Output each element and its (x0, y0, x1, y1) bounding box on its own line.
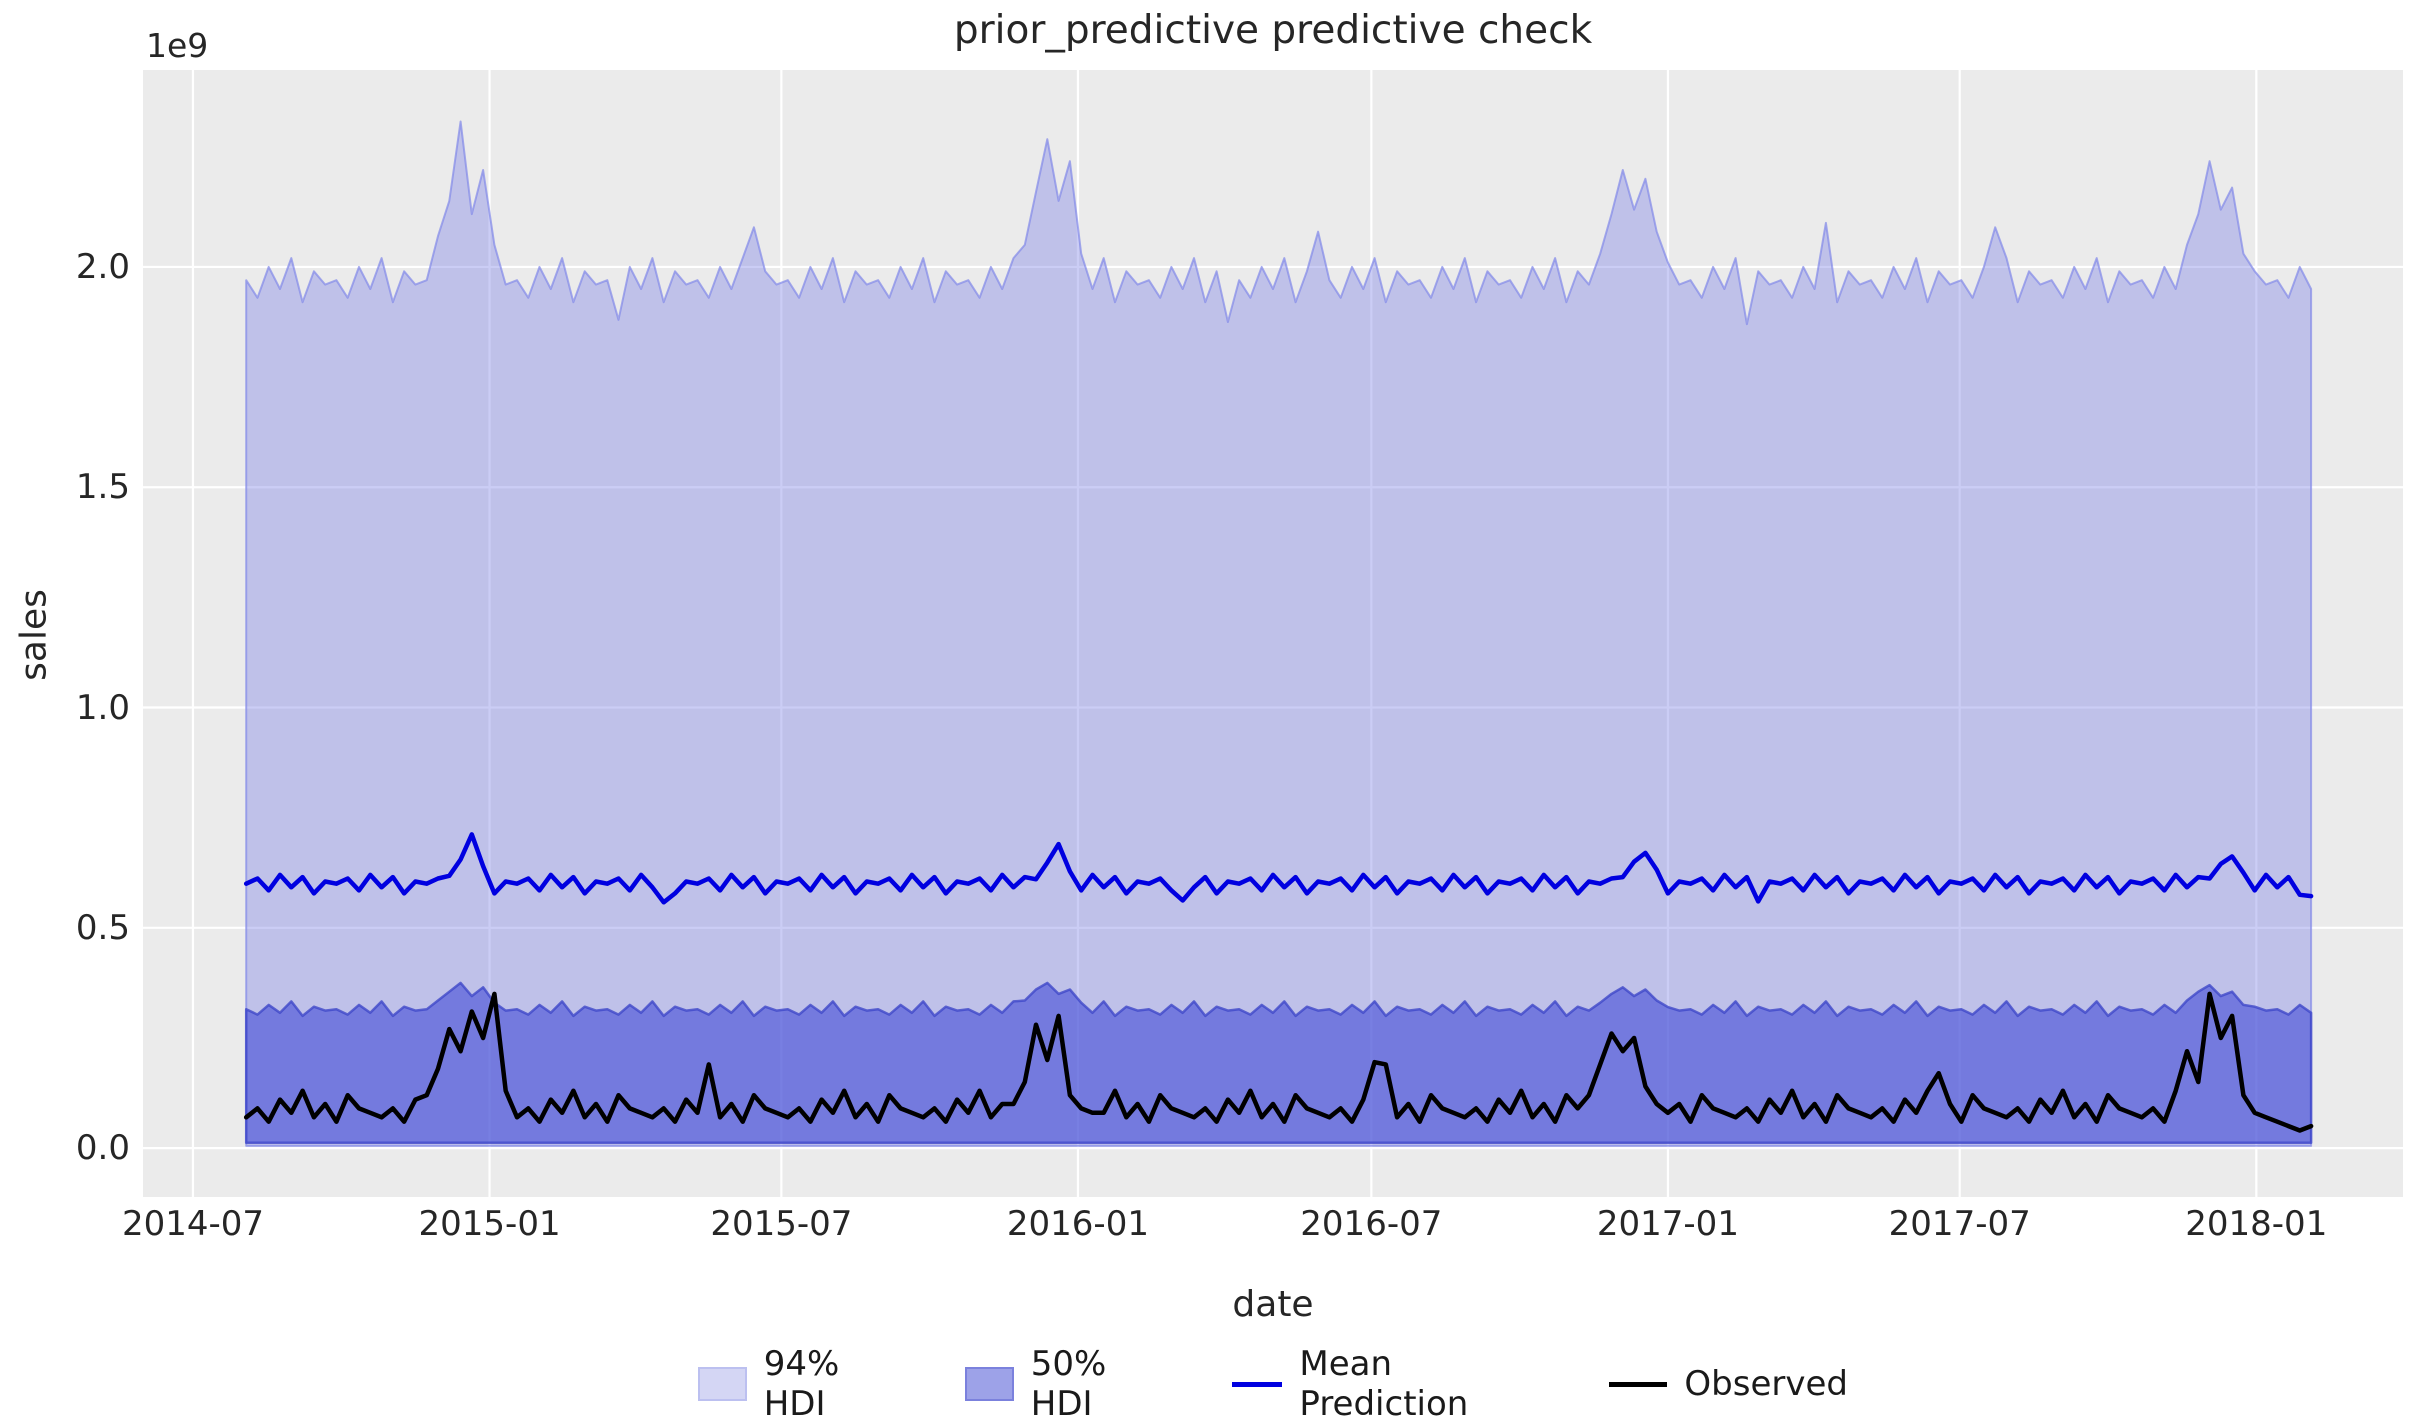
hdi94-swatch (698, 1367, 747, 1401)
legend-label-observed: Observed (1684, 1364, 1848, 1404)
y-tick-label: 0.0 (75, 1128, 130, 1169)
legend-label-50-hdi: 50% HDI (1030, 1344, 1107, 1423)
y-axis-offset-label: 1e9 (146, 26, 209, 65)
chart-title: prior_predictive predictive check (953, 8, 1593, 53)
hdi50-swatch (965, 1367, 1014, 1401)
hdi50-band (244, 981, 2313, 1145)
x-axis-label: date (1232, 1284, 1314, 1325)
observed-line (243, 991, 2314, 1133)
y-tick-label: 2.0 (75, 246, 130, 287)
mean-prediction-line-swatch (1232, 1381, 1283, 1387)
x-tick-label: 2015-01 (418, 1204, 561, 1244)
legend-item-50-hdi: 50% HDI (965, 1344, 1158, 1423)
observed-line-swatch (1609, 1381, 1668, 1387)
x-tick-label: 2018-01 (2185, 1204, 2328, 1244)
legend-item-observed: Observed (1609, 1364, 1848, 1404)
mean-prediction-line (243, 832, 2314, 905)
x-tick-label: 2016-01 (1006, 1204, 1149, 1244)
hdi94-band (245, 120, 2313, 1147)
x-tick-label: 2015-07 (710, 1204, 853, 1244)
y-axis-label: sales (13, 589, 55, 681)
legend-label-94-hdi: 94% HDI (763, 1344, 840, 1423)
legend-item-94-hdi: 94% HDI (698, 1344, 891, 1423)
legend: 94% HDI 50% HDI Mean Prediction Observed (698, 1344, 1848, 1423)
x-tick-label: 2014-07 (121, 1204, 264, 1244)
x-tick-label: 2017-07 (1888, 1204, 2031, 1244)
legend-label-mean-prediction: Mean Prediction (1299, 1344, 1469, 1423)
legend-item-mean-prediction: Mean Prediction (1232, 1344, 1535, 1423)
y-tick-label: 1.0 (75, 687, 130, 728)
y-tick-label: 0.5 (75, 907, 130, 948)
x-tick-label: 2016-07 (1300, 1204, 1443, 1244)
y-tick-label: 1.5 (75, 467, 130, 508)
x-tick-label: 2017-01 (1596, 1204, 1739, 1244)
